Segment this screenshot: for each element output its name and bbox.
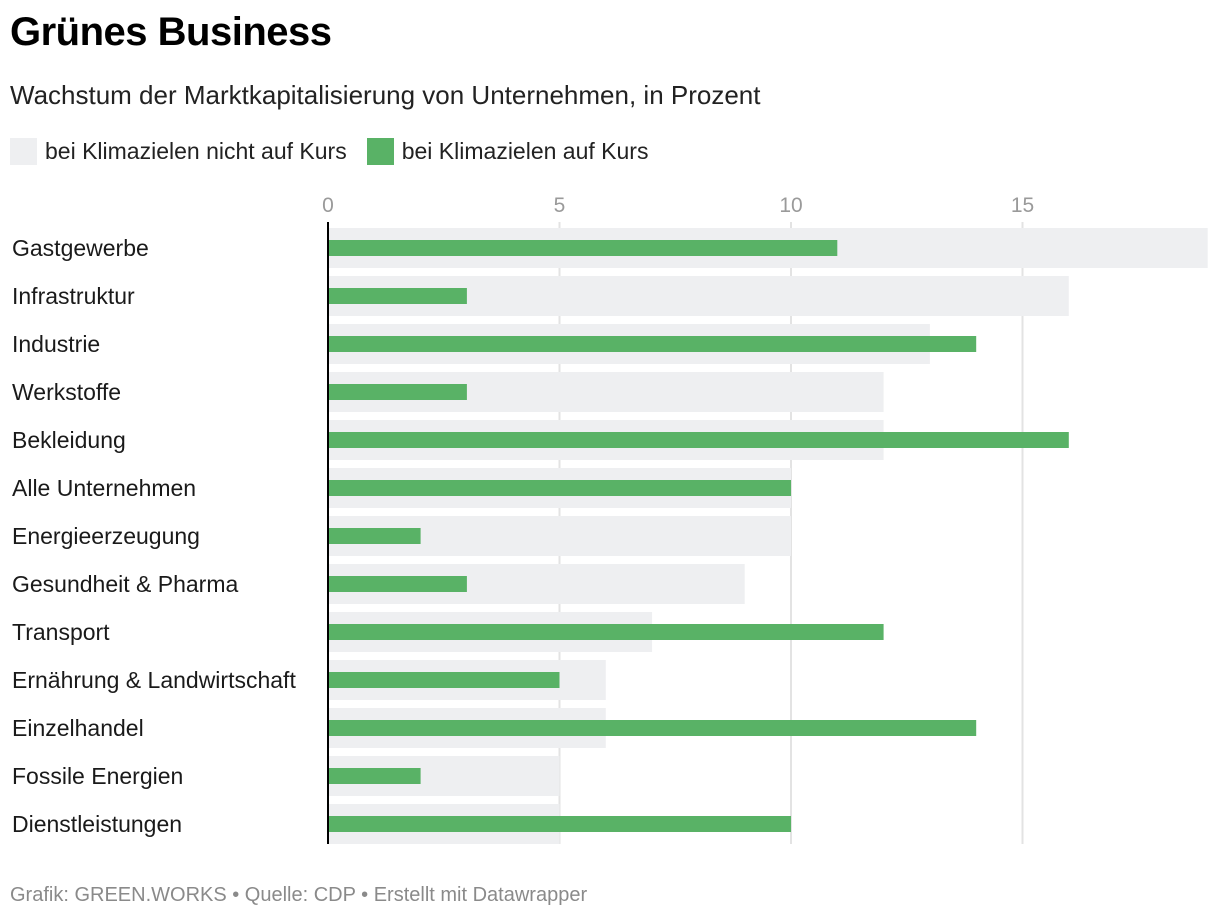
- bar-on-track-8: [328, 624, 884, 640]
- legend-swatch-not-on-track: [10, 137, 37, 165]
- category-label-5: Alle Unternehmen: [12, 475, 196, 501]
- legend-swatch-on-track: [366, 137, 394, 165]
- bar-on-track-10: [328, 720, 977, 736]
- bar-on-track-6: [328, 528, 421, 544]
- x-tick-label-15: 15: [1011, 194, 1034, 217]
- x-tick-label-5: 5: [554, 194, 566, 217]
- category-label-12: Dienstleistungen: [12, 811, 182, 837]
- bar-on-track-9: [328, 672, 560, 688]
- category-label-3: Werkstoffe: [12, 379, 121, 405]
- legend-label-not-on-track: bei Klimazielen nicht auf Kurs: [45, 137, 347, 164]
- bar-on-track-7: [328, 576, 467, 592]
- category-label-10: Einzelhandel: [12, 715, 144, 741]
- bar-chart: Gastgewerbe Infrastruktur Industrie Werksto…: [12, 194, 1208, 844]
- legend: bei Klimazielen nicht auf Kurs bei Klima…: [10, 136, 668, 166]
- legend-item-on-track: bei Klimazielen auf Kurs: [366, 137, 649, 165]
- category-labels: Gastgewerbe Infrastruktur Industrie Werksto…: [12, 235, 296, 837]
- category-label-2: Industrie: [12, 331, 100, 357]
- bar-on-track-2: [328, 336, 977, 352]
- category-label-9: Ernährung & Landwirtschaft: [12, 667, 296, 693]
- category-label-1: Infrastruktur: [12, 283, 135, 309]
- bar-on-track-12: [328, 816, 791, 832]
- bar-on-track-1: [328, 288, 467, 304]
- legend-item-not-on-track: bei Klimazielen nicht auf Kurs: [10, 137, 347, 165]
- bar-on-track-11: [328, 768, 421, 784]
- category-label-0: Gastgewerbe: [12, 235, 149, 261]
- category-label-7: Gesundheit & Pharma: [12, 571, 239, 597]
- bar-on-track-4: [328, 432, 1069, 448]
- category-label-11: Fossile Energien: [12, 763, 183, 789]
- x-tick-label-0: 0: [322, 194, 334, 217]
- x-tick-labels: 0 5 10 15: [322, 194, 1034, 217]
- category-label-6: Energieerzeugung: [12, 523, 200, 549]
- bar-on-track-0: [328, 240, 838, 256]
- chart-title: Grünes Business: [10, 10, 332, 54]
- chart-subtitle: Wachstum der Marktkapitalisierung von Un…: [10, 80, 761, 110]
- x-tick-label-10: 10: [779, 194, 802, 217]
- bar-on-track-3: [328, 384, 467, 400]
- legend-label-on-track: bei Klimazielen auf Kurs: [401, 137, 649, 164]
- bars: [328, 228, 1208, 844]
- source-footer: Grafik: GREEN.WORKS • Quelle: CDP • Erst…: [10, 884, 588, 906]
- category-label-8: Transport: [12, 619, 110, 645]
- category-label-4: Bekleidung: [12, 427, 126, 453]
- bar-on-track-5: [328, 480, 791, 496]
